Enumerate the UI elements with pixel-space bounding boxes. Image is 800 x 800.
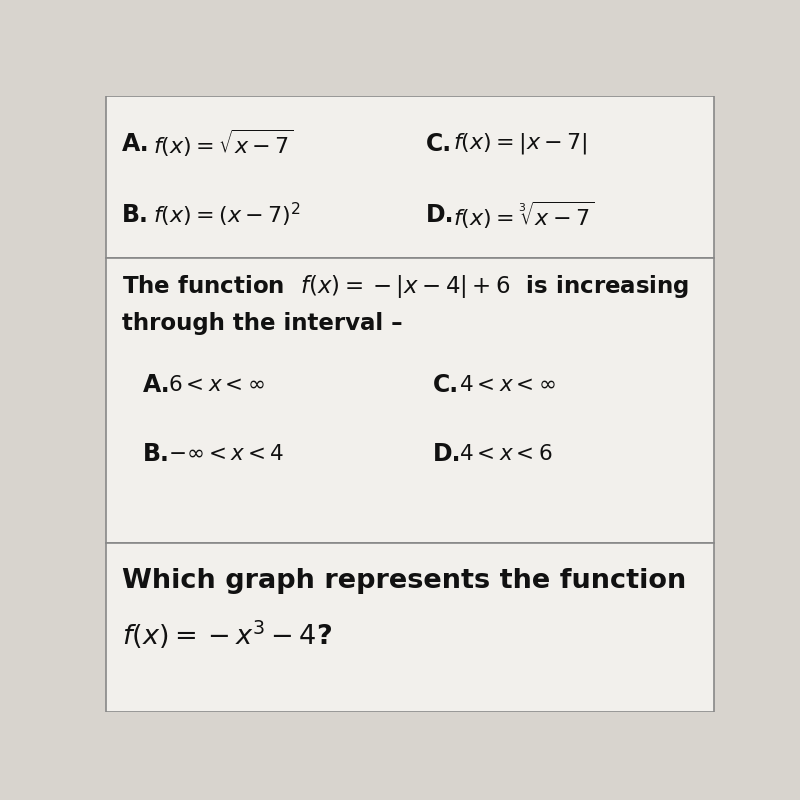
Text: B.: B. bbox=[142, 442, 170, 466]
Text: $f(x) = |x-7|$: $f(x) = |x-7|$ bbox=[453, 131, 587, 156]
Text: A.: A. bbox=[142, 373, 170, 397]
Text: B.: B. bbox=[122, 203, 149, 227]
Text: C.: C. bbox=[426, 132, 452, 156]
Text: D.: D. bbox=[426, 203, 454, 227]
Text: $f(x) = \sqrt[3]{x-7}$: $f(x) = \sqrt[3]{x-7}$ bbox=[453, 200, 594, 231]
Text: $4 < x < \infty$: $4 < x < \infty$ bbox=[459, 374, 556, 394]
Text: $6 < x < \infty$: $6 < x < \infty$ bbox=[168, 374, 265, 394]
Text: $f(x) = -x^3 - 4$?: $f(x) = -x^3 - 4$? bbox=[122, 618, 332, 651]
Text: A.: A. bbox=[122, 132, 150, 156]
Text: Which graph represents the function: Which graph represents the function bbox=[122, 568, 686, 594]
Text: D.: D. bbox=[434, 442, 462, 466]
Text: C.: C. bbox=[434, 373, 459, 397]
Text: $f(x) = \sqrt{x-7}$: $f(x) = \sqrt{x-7}$ bbox=[153, 128, 294, 159]
Text: $f(x) = (x-7)^2$: $f(x) = (x-7)^2$ bbox=[153, 202, 301, 230]
Bar bbox=[106, 96, 714, 258]
Text: $4 < x < 6$: $4 < x < 6$ bbox=[459, 444, 552, 464]
Text: through the interval –: through the interval – bbox=[122, 312, 402, 334]
Bar bbox=[106, 542, 714, 712]
Text: $-\infty < x < 4$: $-\infty < x < 4$ bbox=[168, 444, 284, 464]
Text: The function  $f(x)=-|x-4|+6$  is increasing: The function $f(x)=-|x-4|+6$ is increasi… bbox=[122, 274, 689, 301]
Bar bbox=[106, 258, 714, 542]
